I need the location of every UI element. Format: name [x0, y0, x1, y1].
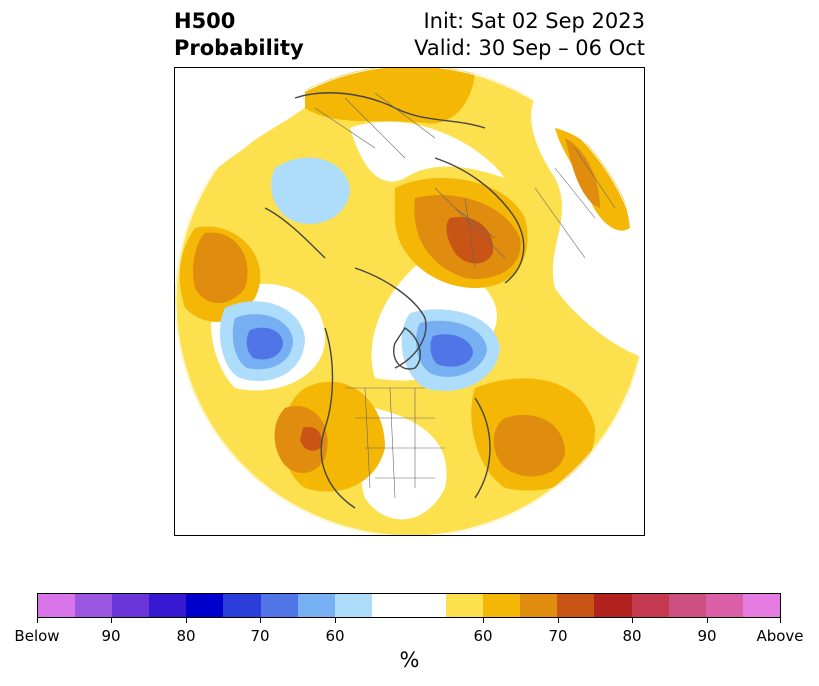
- colorbar-tick: [37, 618, 38, 623]
- coastlines: [264, 92, 525, 509]
- colorbar-cell: [186, 594, 224, 617]
- title-line-1: H500: [174, 9, 236, 33]
- colorbar-cell: [297, 594, 335, 617]
- colorbar-cell: [112, 594, 150, 617]
- globe-edge: [175, 68, 644, 535]
- colorbar-ticks: Below 90 80 70 60 60 70 80 90 Above: [14, 618, 804, 648]
- neutral-region: [350, 121, 505, 182]
- colorbar-tick-label: 60: [473, 627, 493, 645]
- init-date: Init: Sat 02 Sep 2023: [423, 9, 645, 33]
- polar-map-svg: [175, 68, 644, 535]
- colorbar-cell: [371, 594, 409, 617]
- colorbar-cell: [557, 594, 595, 617]
- below-60-region: [271, 157, 350, 224]
- above-70-region: [565, 138, 600, 208]
- colorbar-tick-label: 70: [548, 627, 568, 645]
- colorbar-tick-label: Above: [756, 627, 804, 645]
- colorbar-tick-label: 90: [101, 627, 121, 645]
- colorbar-cell: [742, 594, 780, 617]
- colorbar-tick: [260, 618, 261, 623]
- colorbar-cell: [75, 594, 113, 617]
- colorbar-cell: [594, 594, 632, 617]
- colorbar-unit-label: %: [399, 648, 420, 672]
- below-80-region: [430, 334, 473, 367]
- colorbar-tick-label: 60: [325, 627, 345, 645]
- colorbar-cell: [260, 594, 298, 617]
- colorbar-tick: [780, 618, 781, 623]
- map-title: H500 Probability: [174, 8, 304, 62]
- colorbar-cell: [334, 594, 372, 617]
- above-80-region: [446, 217, 494, 264]
- colorbar-cell: [631, 594, 669, 617]
- borders: [314, 92, 616, 499]
- colorbar-cell: [446, 594, 484, 617]
- colorbar-tick: [707, 618, 708, 623]
- colorbar-tick-label: Below: [14, 627, 60, 645]
- colorbar-tick: [335, 618, 336, 623]
- valid-range: Valid: 30 Sep – 06 Oct: [414, 36, 645, 60]
- colorbar-cell: [38, 594, 76, 617]
- below-80-region: [246, 327, 283, 360]
- colorbar-cell: [408, 594, 447, 617]
- valid-period: Init: Sat 02 Sep 2023 Valid: 30 Sep – 06…: [414, 8, 645, 62]
- colorbar-cell: [705, 594, 743, 617]
- colorbar: [37, 593, 781, 618]
- colorbar-tick: [111, 618, 112, 623]
- colorbar-cell: [483, 594, 521, 617]
- colorbar-tick-label: 80: [176, 627, 196, 645]
- colorbar-tick-label: 70: [250, 627, 270, 645]
- above-80-region: [300, 426, 322, 451]
- colorbar-tick-label: 90: [697, 627, 717, 645]
- title-line-2: Probability: [174, 36, 304, 60]
- probability-map: [174, 67, 645, 536]
- colorbar-tick: [483, 618, 484, 623]
- colorbar-tick: [632, 618, 633, 623]
- colorbar-cell: [668, 594, 706, 617]
- colorbar-cell: [223, 594, 261, 617]
- above-60-region: [305, 68, 475, 124]
- above-70-region: [493, 414, 565, 477]
- colorbar-tick-label: 80: [622, 627, 642, 645]
- colorbar-cell: [149, 594, 187, 617]
- above-70-region: [193, 232, 248, 303]
- colorbar-tick: [558, 618, 559, 623]
- colorbar-tick: [186, 618, 187, 623]
- colorbar-cell: [520, 594, 558, 617]
